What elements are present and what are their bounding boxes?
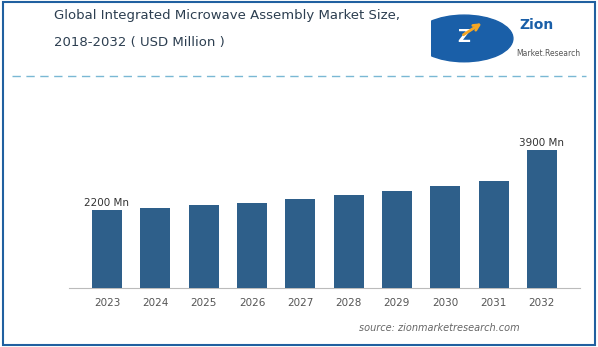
Bar xyxy=(237,203,267,288)
Bar xyxy=(382,191,412,288)
Text: Global Integrated Microwave Assembly Market Size,: Global Integrated Microwave Assembly Mar… xyxy=(54,9,400,22)
Text: CAGR : 6.60%: CAGR : 6.60% xyxy=(83,315,184,328)
Text: Z: Z xyxy=(457,28,471,46)
Text: 3900 Mn: 3900 Mn xyxy=(519,137,565,147)
Text: Zion: Zion xyxy=(519,18,553,32)
Bar xyxy=(141,208,170,288)
Text: Market.Research: Market.Research xyxy=(516,49,580,58)
Bar xyxy=(478,181,508,288)
Text: source: zionmarketresearch.com: source: zionmarketresearch.com xyxy=(359,323,520,333)
Bar xyxy=(430,186,460,288)
Bar xyxy=(285,199,315,288)
Circle shape xyxy=(415,15,513,62)
Text: 2018-2032 ( USD Million ): 2018-2032 ( USD Million ) xyxy=(54,36,225,49)
Text: 2200 Mn: 2200 Mn xyxy=(84,198,130,208)
Bar xyxy=(188,205,219,288)
Bar xyxy=(92,210,122,288)
Bar xyxy=(334,195,364,288)
Bar xyxy=(527,150,557,288)
